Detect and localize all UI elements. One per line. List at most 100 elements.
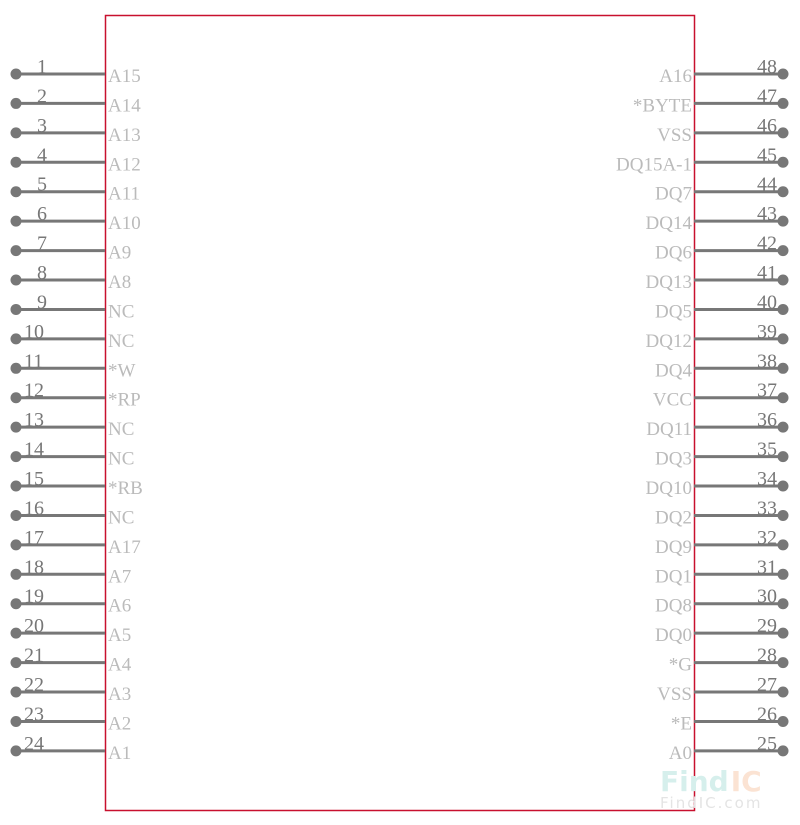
pin-37[interactable]: 37 VCC (653, 380, 789, 411)
pin-endpoint-dot[interactable] (777, 127, 789, 139)
pin-number: 1 (37, 56, 47, 78)
pin-endpoint-dot[interactable] (777, 568, 789, 580)
pin-endpoint-dot[interactable] (777, 392, 789, 404)
pin-endpoint-dot[interactable] (777, 215, 789, 227)
pin-endpoint-dot[interactable] (777, 451, 789, 463)
pin-endpoint-dot[interactable] (10, 451, 22, 463)
pin-endpoint-dot[interactable] (777, 245, 789, 257)
pin-number: 26 (757, 703, 777, 725)
pin-endpoint-dot[interactable] (10, 657, 22, 669)
pin-10[interactable]: 10 NC (10, 321, 135, 352)
pin-number: 43 (757, 203, 777, 225)
pin-35[interactable]: 35 DQ3 (655, 439, 789, 470)
pin-endpoint-dot[interactable] (777, 657, 789, 669)
pin-45[interactable]: 45 DQ15A-1 (616, 144, 789, 175)
pin-32[interactable]: 32 DQ9 (655, 527, 789, 558)
pin-endpoint-dot[interactable] (10, 68, 22, 80)
pin-26[interactable]: 26 *E (671, 703, 789, 734)
pin-40[interactable]: 40 DQ5 (655, 291, 789, 322)
pin-endpoint-dot[interactable] (10, 715, 22, 727)
pin-endpoint-dot[interactable] (777, 686, 789, 698)
pin-endpoint-dot[interactable] (777, 421, 789, 433)
pin-28[interactable]: 28 *G (669, 645, 789, 676)
pin-endpoint-dot[interactable] (777, 627, 789, 639)
pin-1[interactable]: 1 A15 (10, 56, 141, 87)
pin-endpoint-dot[interactable] (777, 274, 789, 286)
pin-endpoint-dot[interactable] (10, 568, 22, 580)
pin-48[interactable]: 48 A16 (659, 56, 789, 87)
pin-33[interactable]: 33 DQ2 (655, 497, 789, 528)
pin-endpoint-dot[interactable] (777, 333, 789, 345)
pin-41[interactable]: 41 DQ13 (646, 262, 789, 293)
pin-43[interactable]: 43 DQ14 (646, 203, 789, 234)
pin-endpoint-dot[interactable] (10, 509, 22, 521)
pin-endpoint-dot[interactable] (10, 274, 22, 286)
pin-endpoint-dot[interactable] (777, 362, 789, 374)
pin-7[interactable]: 7 A9 (10, 233, 132, 264)
pin-47[interactable]: 47 *BYTE (633, 85, 789, 116)
pin-17[interactable]: 17 A17 (10, 527, 141, 558)
pin-4[interactable]: 4 A12 (10, 144, 141, 175)
pin-31[interactable]: 31 DQ1 (655, 556, 789, 587)
pin-15[interactable]: 15 *RB (10, 468, 143, 499)
pin-endpoint-dot[interactable] (10, 362, 22, 374)
pin-19[interactable]: 19 A6 (10, 586, 132, 617)
pin-44[interactable]: 44 DQ7 (655, 174, 789, 205)
pin-endpoint-dot[interactable] (10, 245, 22, 257)
pin-2[interactable]: 2 A14 (10, 85, 142, 116)
pin-8[interactable]: 8 A8 (10, 262, 132, 293)
pin-endpoint-dot[interactable] (10, 303, 22, 315)
pin-23[interactable]: 23 A2 (10, 703, 132, 734)
pin-endpoint-dot[interactable] (777, 480, 789, 492)
pin-3[interactable]: 3 A13 (10, 115, 141, 146)
pin-25[interactable]: 25 A0 (669, 733, 789, 764)
pin-endpoint-dot[interactable] (10, 627, 22, 639)
pin-name: A7 (108, 566, 131, 587)
pin-endpoint-dot[interactable] (10, 127, 22, 139)
pin-30[interactable]: 30 DQ8 (655, 586, 789, 617)
pin-endpoint-dot[interactable] (10, 186, 22, 198)
pin-13[interactable]: 13 NC (10, 409, 135, 440)
pin-20[interactable]: 20 A5 (10, 615, 132, 646)
pin-38[interactable]: 38 DQ4 (655, 350, 789, 381)
pin-18[interactable]: 18 A7 (10, 556, 132, 587)
pin-endpoint-dot[interactable] (10, 215, 22, 227)
pin-endpoint-dot[interactable] (777, 186, 789, 198)
pin-16[interactable]: 16 NC (10, 497, 135, 528)
pin-endpoint-dot[interactable] (10, 156, 22, 168)
pin-endpoint-dot[interactable] (777, 156, 789, 168)
pin-endpoint-dot[interactable] (777, 745, 789, 757)
pin-endpoint-dot[interactable] (777, 303, 789, 315)
pin-36[interactable]: 36 DQ11 (646, 409, 789, 440)
pin-endpoint-dot[interactable] (10, 686, 22, 698)
pin-6[interactable]: 6 A10 (10, 203, 141, 234)
pin-46[interactable]: 46 VSS (657, 115, 789, 146)
pin-endpoint-dot[interactable] (777, 509, 789, 521)
pin-39[interactable]: 39 DQ12 (646, 321, 789, 352)
pin-5[interactable]: 5 A11 (10, 174, 141, 205)
pin-endpoint-dot[interactable] (777, 598, 789, 610)
pin-11[interactable]: 11 *W (10, 350, 136, 381)
pin-29[interactable]: 29 DQ0 (655, 615, 789, 646)
pin-24[interactable]: 24 A1 (10, 733, 132, 764)
pin-9[interactable]: 9 NC (10, 291, 135, 322)
pin-12[interactable]: 12 *RP (10, 380, 141, 411)
pin-endpoint-dot[interactable] (10, 392, 22, 404)
pin-endpoint-dot[interactable] (777, 68, 789, 80)
pin-27[interactable]: 27 VSS (657, 674, 789, 705)
pin-endpoint-dot[interactable] (777, 539, 789, 551)
pin-endpoint-dot[interactable] (10, 539, 22, 551)
pin-endpoint-dot[interactable] (10, 97, 22, 109)
pin-endpoint-dot[interactable] (777, 97, 789, 109)
pin-endpoint-dot[interactable] (10, 480, 22, 492)
pin-42[interactable]: 42 DQ6 (655, 233, 789, 264)
pin-21[interactable]: 21 A4 (10, 645, 132, 676)
pin-endpoint-dot[interactable] (10, 333, 22, 345)
pin-22[interactable]: 22 A3 (10, 674, 132, 705)
pin-endpoint-dot[interactable] (10, 421, 22, 433)
pin-34[interactable]: 34 DQ10 (646, 468, 789, 499)
pin-endpoint-dot[interactable] (777, 715, 789, 727)
pin-endpoint-dot[interactable] (10, 598, 22, 610)
pin-endpoint-dot[interactable] (10, 745, 22, 757)
pin-14[interactable]: 14 NC (10, 439, 135, 470)
